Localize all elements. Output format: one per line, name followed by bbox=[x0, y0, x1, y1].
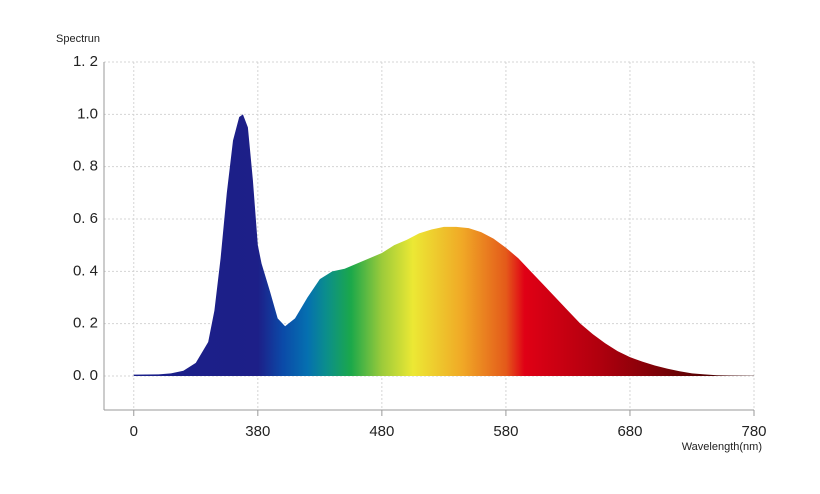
y-tick-label: 0. 2 bbox=[73, 315, 98, 332]
y-tick-label: 1. 2 bbox=[73, 53, 98, 70]
y-tick-label: 0. 8 bbox=[73, 158, 98, 175]
y-tick-label: 1.0 bbox=[77, 105, 98, 122]
y-tick-label: 0. 6 bbox=[73, 210, 98, 227]
y-axis-title: Spectrun bbox=[56, 33, 100, 45]
y-tick-label: 0. 4 bbox=[73, 262, 98, 279]
x-tick-label: 680 bbox=[617, 423, 642, 440]
x-tick-label: 0 bbox=[130, 423, 138, 440]
y-tick-label: 0. 0 bbox=[73, 367, 98, 384]
x-tick-label: 380 bbox=[245, 423, 270, 440]
x-tick-label: 580 bbox=[493, 423, 518, 440]
spectrum-area bbox=[133, 114, 754, 376]
x-tick-label: 780 bbox=[741, 423, 766, 440]
x-tick-label: 480 bbox=[369, 423, 394, 440]
x-axis-title: Wavelength(nm) bbox=[682, 441, 762, 453]
